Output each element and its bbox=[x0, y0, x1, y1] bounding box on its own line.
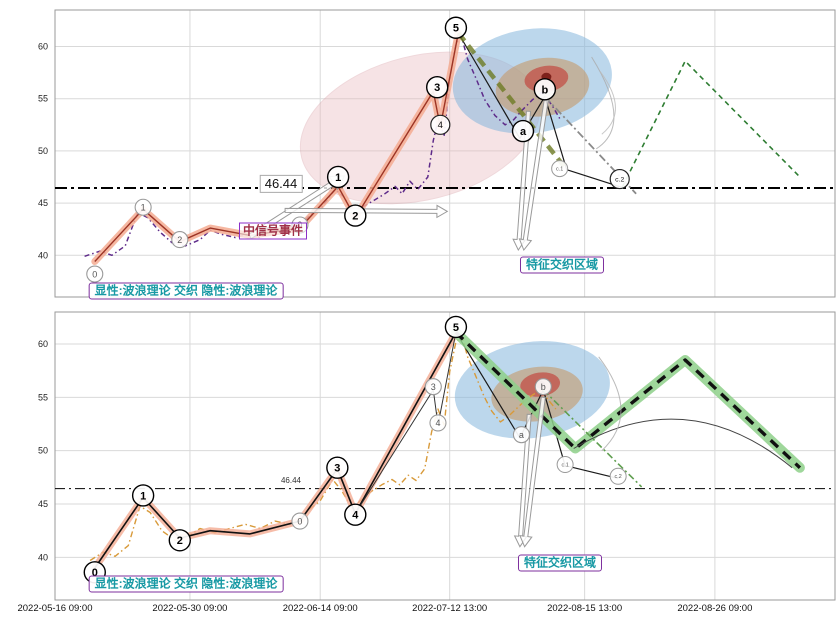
svg-text:2022-07-12 13:00: 2022-07-12 13:00 bbox=[412, 603, 487, 614]
svg-text:45: 45 bbox=[38, 499, 48, 509]
svg-text:1: 1 bbox=[140, 490, 146, 502]
svg-text:45: 45 bbox=[38, 198, 48, 208]
svg-text:3: 3 bbox=[334, 463, 340, 475]
svg-text:2022-05-16 09:00: 2022-05-16 09:00 bbox=[17, 603, 92, 614]
svg-text:60: 60 bbox=[38, 42, 48, 52]
feature-zone-label-bottom: 特征交织区域 bbox=[517, 554, 603, 572]
signal-event-label: 中信号事件 bbox=[238, 222, 308, 240]
svg-text:0: 0 bbox=[92, 269, 97, 279]
svg-text:2: 2 bbox=[177, 235, 182, 245]
svg-text:1: 1 bbox=[335, 172, 341, 184]
price-level-label-top: 46.44 bbox=[259, 174, 303, 194]
svg-text:5: 5 bbox=[453, 23, 459, 35]
svg-text:40: 40 bbox=[38, 250, 48, 260]
svg-text:2: 2 bbox=[177, 535, 183, 547]
svg-text:40: 40 bbox=[38, 552, 48, 562]
svg-text:c.2: c.2 bbox=[615, 177, 624, 184]
svg-text:55: 55 bbox=[38, 94, 48, 104]
svg-text:55: 55 bbox=[38, 392, 48, 402]
svg-text:a: a bbox=[520, 126, 527, 138]
svg-text:0: 0 bbox=[92, 567, 98, 579]
svg-text:2022-08-15 13:00: 2022-08-15 13:00 bbox=[547, 603, 622, 614]
price-level-label-bottom: 46.44 bbox=[278, 476, 304, 486]
svg-text:1: 1 bbox=[141, 202, 146, 212]
svg-text:2022-08-26 09:00: 2022-08-26 09:00 bbox=[677, 603, 752, 614]
svg-text:50: 50 bbox=[38, 446, 48, 456]
svg-text:4: 4 bbox=[435, 418, 440, 428]
svg-text:2022-06-14 09:00: 2022-06-14 09:00 bbox=[283, 603, 358, 614]
svg-text:60: 60 bbox=[38, 339, 48, 349]
svg-text:2022-05-30 09:00: 2022-05-30 09:00 bbox=[152, 603, 227, 614]
svg-text:c.1: c.1 bbox=[562, 462, 569, 468]
svg-text:5: 5 bbox=[453, 322, 459, 334]
svg-text:50: 50 bbox=[38, 146, 48, 156]
svg-text:0: 0 bbox=[297, 516, 302, 526]
svg-text:3: 3 bbox=[434, 82, 440, 94]
legend-bottom: 显性:波浪理论 交织 隐性:波浪理论 bbox=[88, 575, 284, 593]
svg-text:4: 4 bbox=[352, 510, 359, 522]
svg-text:c.2: c.2 bbox=[615, 474, 622, 480]
svg-text:a: a bbox=[519, 430, 524, 440]
legend-top: 显性:波浪理论 交织 隐性:波浪理论 bbox=[88, 282, 284, 300]
svg-text:2: 2 bbox=[352, 211, 358, 223]
feature-zone-label-top: 特征交织区域 bbox=[519, 256, 605, 274]
svg-text:b: b bbox=[541, 84, 548, 96]
svg-text:b: b bbox=[541, 382, 546, 392]
svg-text:3: 3 bbox=[431, 382, 436, 392]
svg-text:4: 4 bbox=[438, 120, 443, 131]
svg-text:c.1: c.1 bbox=[556, 167, 563, 173]
